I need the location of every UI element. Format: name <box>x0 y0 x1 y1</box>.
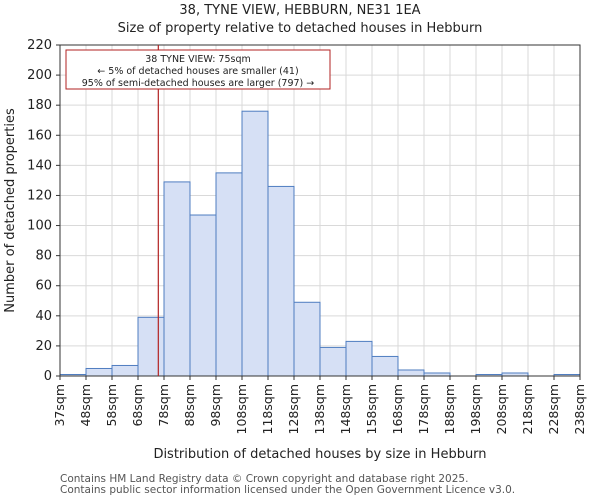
bar <box>371 355 399 377</box>
bar <box>163 181 191 377</box>
y-tick-label: 80 <box>35 249 52 264</box>
y-tick-label: 160 <box>27 128 52 143</box>
x-tick-label: 88sqm <box>182 384 197 427</box>
bar <box>345 340 373 377</box>
annotation-box: 38 TYNE VIEW: 75sqm ← 5% of detached hou… <box>65 49 331 90</box>
annotation-frame <box>65 49 331 90</box>
bar <box>215 172 243 377</box>
x-tick-label: 128sqm <box>286 384 301 434</box>
x-tick-label: 218sqm <box>520 384 535 434</box>
annotation-line-3: 95% of semi-detached houses are larger (… <box>82 78 315 89</box>
x-tick-label: 238sqm <box>572 384 587 434</box>
x-ticks: 37sqm 48sqm 58sqm 68sqm 78sqm 88sqm 98sqm 108sq… <box>52 376 587 434</box>
x-tick-label: 68sqm <box>130 384 145 427</box>
y-tick-label: 140 <box>27 158 52 173</box>
x-tick-label: 108sqm <box>234 384 249 434</box>
y-ticks: 0 20 40 60 80 100 120 140 160 180 200 220 <box>27 38 60 384</box>
y-tick-label: 220 <box>27 38 52 53</box>
y-tick-label: 40 <box>35 309 52 324</box>
x-tick-label: 158sqm <box>364 384 379 434</box>
bar <box>241 110 269 377</box>
annotation-line-2: ← 5% of detached houses are smaller (41) <box>97 66 298 77</box>
y-tick-label: 0 <box>44 369 52 384</box>
x-tick-label: 198sqm <box>468 384 483 434</box>
y-axis-label: Number of detached properties <box>3 108 18 313</box>
footer-line-1: Contains HM Land Registry data © Crown c… <box>60 473 469 485</box>
x-tick-label: 78sqm <box>156 384 171 427</box>
x-tick-label: 188sqm <box>442 384 457 434</box>
y-tick-label: 20 <box>35 339 52 354</box>
y-tick-label: 200 <box>27 68 52 83</box>
bar <box>267 185 295 377</box>
y-tick-label: 120 <box>27 188 52 203</box>
x-tick-label: 178sqm <box>416 384 431 434</box>
x-tick-label: 208sqm <box>494 384 509 434</box>
annotation-line-1: 38 TYNE VIEW: 75sqm <box>145 54 251 65</box>
chart-title: 38, TYNE VIEW, HEBBURN, NE31 1EA <box>179 3 421 18</box>
x-tick-label: 168sqm <box>390 384 405 434</box>
bar <box>111 364 139 377</box>
bar <box>137 316 165 377</box>
y-tick-label: 60 <box>35 279 52 294</box>
x-tick-label: 138sqm <box>312 384 327 434</box>
bar <box>397 369 425 377</box>
bar <box>319 346 347 377</box>
x-tick-label: 37sqm <box>52 384 67 427</box>
x-tick-label: 98sqm <box>208 384 223 427</box>
bar <box>85 367 113 377</box>
x-tick-label: 48sqm <box>78 384 93 427</box>
y-tick-label: 100 <box>27 219 52 234</box>
x-tick-label: 58sqm <box>104 384 119 427</box>
chart-subtitle: Size of property relative to detached ho… <box>117 21 483 36</box>
x-tick-label: 228sqm <box>546 384 561 434</box>
bar <box>189 214 217 377</box>
footer-line-2: Contains public sector information licen… <box>60 484 516 496</box>
x-tick-label: 148sqm <box>338 384 353 434</box>
y-tick-label: 180 <box>27 98 52 113</box>
bars <box>59 110 581 377</box>
x-tick-label: 118sqm <box>260 384 275 434</box>
x-axis-label: Distribution of detached houses by size … <box>153 447 486 462</box>
bar <box>293 301 321 377</box>
